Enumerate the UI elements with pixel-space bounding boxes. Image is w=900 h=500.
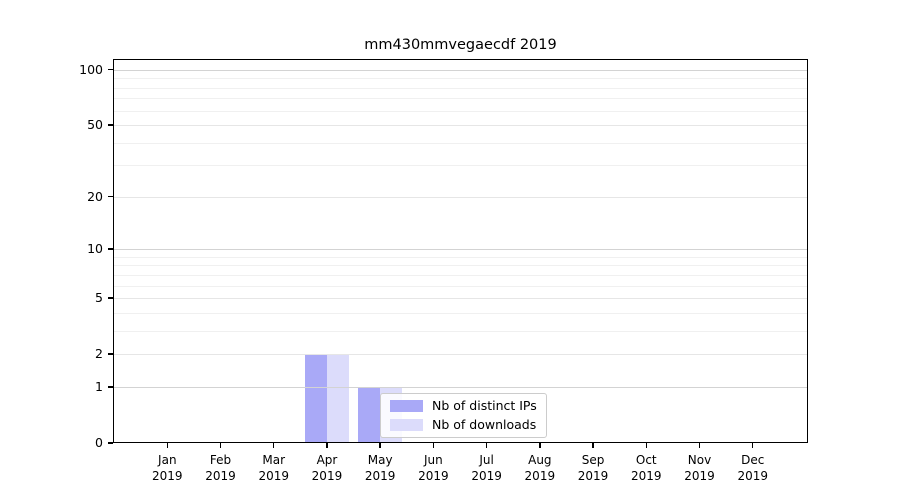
x-tick-year: 2019	[577, 468, 609, 483]
major-gridline	[113, 249, 808, 251]
x-tick-mark	[698, 443, 701, 448]
chart-title: mm430mmvegaecdf 2019	[364, 37, 557, 53]
y-tick-label: 20	[87, 188, 103, 204]
minor-gridline	[113, 265, 808, 267]
minor-gridline	[113, 87, 808, 89]
plot-area: 0 1 2 5 10 20 50 100 Jan 2019 Feb 2019 Mar 2019 Apr 201…	[79, 59, 808, 483]
minor-gridline	[113, 330, 808, 332]
y-tick-mark	[108, 248, 113, 250]
legend-color-patch	[390, 419, 423, 431]
x-tick-label: Feb 2019	[189, 453, 253, 484]
legend-entry-label: Nb of distinct IPs	[432, 398, 537, 413]
x-tick-mark	[485, 443, 488, 448]
legend-entry: Nb of distinct IPs	[390, 399, 537, 413]
major-gridline	[113, 196, 808, 198]
plot-border	[113, 59, 808, 443]
y-tick-mark	[108, 386, 113, 388]
x-tick-mark	[166, 443, 168, 448]
x-tick-month: Jul	[479, 453, 494, 467]
x-tick-year: 2019	[152, 468, 183, 483]
x-tick-year: 2019	[684, 468, 715, 483]
y-tick-mark	[108, 297, 113, 299]
minor-gridline	[113, 312, 808, 314]
x-tick-mark	[432, 443, 435, 448]
x-tick-month: Dec	[741, 453, 765, 467]
x-tick-label: Sep 2019	[561, 453, 625, 484]
x-tick-month: Jun	[424, 453, 443, 467]
minor-gridline	[113, 78, 808, 80]
x-tick-label: Jan 2019	[135, 453, 199, 484]
y-tick-label: 0	[95, 435, 103, 450]
y-tick-label: 5	[95, 290, 103, 306]
x-tick-year: 2019	[418, 468, 449, 483]
major-gridline	[113, 125, 808, 127]
x-tick-month: Sep	[581, 453, 605, 467]
x-tick-label: Dec 2019	[721, 453, 785, 484]
x-tick-year: 2019	[205, 468, 236, 483]
x-tick-label: Jul 2019	[455, 453, 519, 484]
y-tick-mark	[108, 69, 113, 71]
y-tick-label: 2	[95, 346, 103, 362]
x-tick-label: May 2019	[348, 453, 412, 484]
x-tick-mark	[326, 443, 328, 448]
legend: Nb of distinct IPs Nb of downloads	[380, 393, 547, 438]
x-tick-year: 2019	[311, 468, 343, 483]
x-tick-mark	[219, 443, 222, 448]
x-tick-mark	[379, 443, 381, 448]
x-tick-label: Aug 2019	[508, 453, 572, 484]
x-tick-mark	[592, 443, 594, 448]
y-tick-mark	[108, 353, 113, 355]
legend-entry-label: Nb of downloads	[432, 417, 537, 432]
x-tick-label: Nov 2019	[668, 453, 732, 484]
x-tick-label: Mar 2019	[242, 453, 306, 484]
x-tick-mark	[645, 443, 647, 448]
bar	[326, 354, 349, 443]
x-tick-year: 2019	[524, 468, 556, 483]
x-tick-month: May	[367, 453, 393, 467]
x-tick-month: Feb	[209, 453, 232, 467]
minor-gridline	[113, 274, 808, 276]
bar	[304, 354, 327, 443]
major-gridline	[113, 69, 808, 71]
y-tick-mark	[108, 124, 113, 126]
y-tick-label: 10	[87, 241, 103, 257]
y-tick-label: 1	[95, 378, 103, 394]
x-tick-year: 2019	[258, 468, 289, 483]
minor-gridline	[113, 98, 808, 100]
minor-gridline	[113, 110, 808, 112]
bar	[358, 386, 381, 443]
major-gridline	[113, 354, 808, 356]
x-tick-year: 2019	[630, 468, 662, 483]
minor-gridline	[113, 142, 808, 144]
major-gridline	[113, 298, 808, 300]
x-tick-month: Aug	[528, 453, 552, 467]
minor-gridline	[113, 256, 808, 258]
y-tick-mark	[108, 196, 113, 198]
x-tick-label: Apr 2019	[295, 453, 359, 484]
legend-entry: Nb of downloads	[390, 418, 537, 432]
minor-gridline	[113, 285, 808, 287]
x-tick-month: Apr	[316, 453, 338, 467]
x-tick-mark	[273, 443, 275, 448]
legend-color-patch	[390, 400, 423, 412]
major-gridline	[113, 386, 808, 388]
x-tick-month: Mar	[262, 453, 286, 467]
y-tick-label: 100	[79, 61, 103, 77]
x-tick-year: 2019	[471, 468, 502, 483]
x-tick-month: Jan	[158, 453, 177, 467]
minor-gridline	[113, 165, 808, 167]
y-tick-label: 50	[87, 117, 103, 133]
x-tick-mark	[539, 443, 541, 448]
x-tick-month: Oct	[635, 453, 657, 467]
x-tick-label: Oct 2019	[614, 453, 678, 484]
x-tick-year: 2019	[737, 468, 768, 483]
x-tick-month: Nov	[687, 453, 712, 467]
x-tick-label: Jun 2019	[401, 453, 465, 484]
x-tick-mark	[752, 443, 754, 448]
x-tick-year: 2019	[364, 468, 396, 483]
y-tick-mark	[108, 442, 113, 444]
